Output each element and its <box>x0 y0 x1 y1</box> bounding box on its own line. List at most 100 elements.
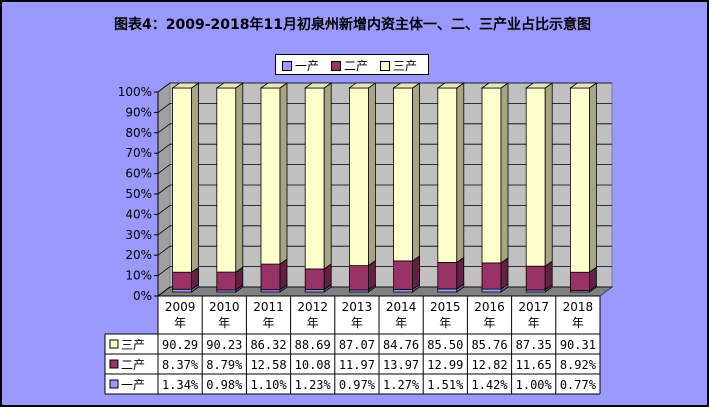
table-cell: 11.97 <box>339 358 375 372</box>
x-tick-label-suffix: 年 <box>307 316 319 330</box>
table-cell: 85.50 <box>427 338 463 352</box>
table-cell: 0.98% <box>206 378 243 392</box>
gridline-side <box>157 205 171 215</box>
y-tick-label: 30% <box>125 228 152 242</box>
table-cell: 12.82 <box>471 358 507 372</box>
table-cell: 0.77% <box>560 378 597 392</box>
y-tick-label: 60% <box>125 167 152 181</box>
bar-side-2-8 <box>544 82 553 267</box>
bar-2-1 <box>216 87 237 273</box>
table-cell: 1.10% <box>250 378 287 392</box>
gridline-side <box>157 286 171 297</box>
table-cell: 85.76 <box>471 338 507 352</box>
gridline-side <box>157 184 171 195</box>
bar-1-3 <box>304 268 325 290</box>
bar-2-5 <box>393 87 414 262</box>
x-tick-label: 2012 <box>297 300 328 314</box>
bar-side-2-6 <box>456 82 465 264</box>
legend-item-primary: 一产 <box>282 57 319 74</box>
table-cell: 87.35 <box>516 338 552 352</box>
x-tick-label-suffix: 年 <box>483 316 495 330</box>
x-tick-label-suffix: 年 <box>572 316 584 330</box>
table-legend-swatch <box>109 379 119 389</box>
gridline-side <box>157 225 171 236</box>
legend-swatch-secondary <box>331 60 341 71</box>
y-tick-label: 50% <box>125 187 152 201</box>
bar-1-7 <box>481 262 502 290</box>
gridline-side <box>157 164 171 174</box>
table-cell: 1.42% <box>471 378 508 392</box>
bar-top-3 <box>303 82 333 89</box>
table-cell: 12.58 <box>250 358 286 372</box>
bar-side-2-0 <box>191 82 200 273</box>
bar-1-2 <box>260 263 281 291</box>
table-row-label: 一产 <box>121 378 145 392</box>
bar-2-7 <box>481 87 502 264</box>
bar-1-9 <box>570 271 590 291</box>
bar-0-6 <box>437 288 458 293</box>
table-cell: 13.97 <box>383 358 419 372</box>
y-tick-label: 90% <box>125 105 152 119</box>
y-tick-label: 70% <box>125 146 152 160</box>
table-cell: 90.23 <box>206 338 242 352</box>
legend-label-tertiary: 三产 <box>393 59 418 73</box>
gridline-side <box>157 143 171 154</box>
bar-2-3 <box>304 87 325 270</box>
legend-item-secondary: 二产 <box>331 57 368 74</box>
table-row-label: 三产 <box>121 338 145 352</box>
table-cell: 1.34% <box>162 378 199 392</box>
bar-side-2-5 <box>412 82 421 262</box>
x-tick-label-suffix: 年 <box>351 316 363 330</box>
bar-2-9 <box>570 87 590 273</box>
bar-top-2 <box>259 82 289 89</box>
bar-side-2-1 <box>235 82 244 273</box>
bar-top-4 <box>348 82 377 89</box>
bar-1-6 <box>437 262 458 290</box>
gridline-side <box>157 123 171 134</box>
bar-1-0 <box>172 271 193 290</box>
table-cell: 11.65 <box>516 358 552 372</box>
table-legend-swatch <box>109 359 119 369</box>
x-tick-label: 2013 <box>342 300 373 314</box>
bar-side-2-9 <box>589 82 597 274</box>
legend: 一产 二产 三产 <box>275 54 429 75</box>
table-cell: 8.37% <box>162 358 199 372</box>
table-legend-swatch <box>109 339 119 349</box>
gridline-side <box>157 103 171 113</box>
bar-top-0 <box>171 82 200 89</box>
bar-top-9 <box>569 82 598 89</box>
bar-2-6 <box>437 87 458 263</box>
chart-title: 图表4：2009-2018年11月初泉州新增内资主体一、二、三产业占比示意图 <box>114 17 591 33</box>
bar-side-2-3 <box>323 82 332 270</box>
table-cell: 1.00% <box>516 378 553 392</box>
legend-swatch-tertiary <box>380 60 390 71</box>
table-cell: 1.27% <box>383 378 420 392</box>
y-tick-label: 0% <box>133 289 152 303</box>
table-body-bg <box>105 334 600 394</box>
x-tick-label: 2011 <box>253 300 284 314</box>
table-cell: 12.99 <box>427 358 463 372</box>
x-tick-label: 2009 <box>165 300 196 314</box>
table-cell: 88.69 <box>295 338 331 352</box>
table-cell: 90.31 <box>560 338 596 352</box>
x-tick-label: 2010 <box>209 300 240 314</box>
bar-side-2-2 <box>279 82 288 265</box>
bar-0-0 <box>172 288 193 293</box>
legend-item-tertiary: 三产 <box>380 57 417 74</box>
table-cell: 10.08 <box>295 358 331 372</box>
bar-1-5 <box>393 260 414 290</box>
table-cell: 8.79% <box>206 358 243 372</box>
x-tick-label: 2018 <box>563 300 594 314</box>
y-tick-label: 20% <box>125 248 152 262</box>
bar-top-1 <box>215 82 245 89</box>
table-cell: 86.32 <box>250 338 286 352</box>
x-tick-label-suffix: 年 <box>174 316 186 330</box>
bar-2-0 <box>172 87 193 273</box>
bar-1-8 <box>525 265 546 291</box>
bar-1-1 <box>216 271 237 291</box>
x-tick-label: 2014 <box>386 300 417 314</box>
x-tick-label: 2016 <box>474 300 505 314</box>
table-cell: 1.51% <box>427 378 464 392</box>
bar-top-5 <box>392 82 421 89</box>
bar-side-2-4 <box>367 82 376 267</box>
